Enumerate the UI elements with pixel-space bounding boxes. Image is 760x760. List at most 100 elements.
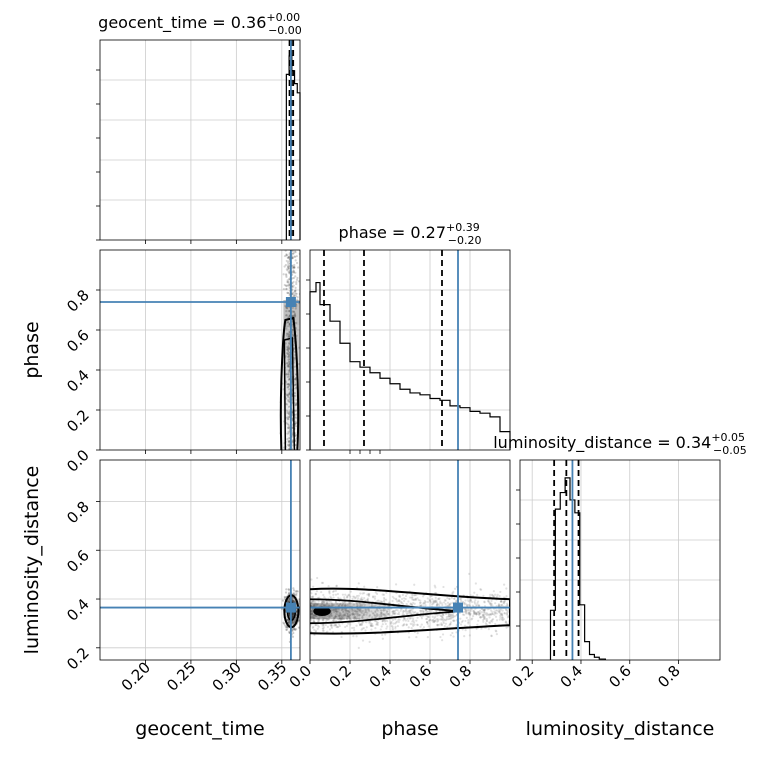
scatter-phase-luminosity_distance-point — [490, 634, 493, 638]
scatter-phase-luminosity_distance-point — [374, 615, 378, 618]
scatter-phase-luminosity_distance-point — [440, 602, 443, 605]
scatter-geocent_time-phase-point — [286, 306, 289, 309]
scatter-phase-luminosity_distance-point — [486, 612, 489, 616]
scatter-phase-luminosity_distance-point — [496, 609, 499, 612]
scatter-geocent_time-phase-point — [287, 256, 290, 259]
scatter-phase-luminosity_distance-point — [439, 635, 442, 639]
scatter-phase-luminosity_distance-point — [340, 616, 344, 619]
scatter-phase-luminosity_distance-density-cell — [380, 603, 390, 620]
scatter-phase-luminosity_distance-xtick-label: 0.0 — [286, 662, 316, 692]
scatter-phase-luminosity_distance-point — [347, 594, 350, 597]
scatter-phase-luminosity_distance-xlabel: phase — [381, 718, 438, 740]
scatter-phase-luminosity_distance-point — [441, 618, 444, 622]
scatter-phase-luminosity_distance-point — [320, 590, 323, 594]
scatter-phase-luminosity_distance-point — [335, 612, 338, 616]
scatter-phase-luminosity_distance-point — [503, 602, 506, 605]
scatter-geocent_time-phase-point — [293, 266, 296, 269]
scatter-phase-luminosity_distance-point — [327, 600, 331, 603]
scatter-phase-luminosity_distance-point — [469, 599, 472, 602]
scatter-phase-luminosity_distance-point — [436, 623, 439, 627]
scatter-geocent_time-luminosity_distance-point — [291, 598, 294, 602]
scatter-phase-luminosity_distance-point — [482, 594, 485, 598]
scatter-phase-luminosity_distance-point — [468, 572, 471, 576]
scatter-phase-luminosity_distance-point — [311, 610, 314, 613]
scatter-phase-luminosity_distance-point — [452, 615, 455, 618]
scatter-phase-luminosity_distance-point — [335, 610, 338, 613]
scatter-phase-luminosity_distance-point — [389, 621, 392, 624]
scatter-geocent_time-phase-point — [287, 364, 290, 367]
scatter-geocent_time-phase-point — [286, 280, 290, 283]
scatter-geocent_time-luminosity_distance-point — [292, 631, 295, 635]
scatter-phase-luminosity_distance-point — [426, 635, 429, 639]
scatter-phase-luminosity_distance-point — [449, 613, 453, 616]
scatter-geocent_time-phase-point — [292, 270, 295, 273]
scatter-phase-luminosity_distance-point — [475, 613, 478, 616]
scatter-phase-luminosity_distance-point — [394, 627, 397, 630]
scatter-phase-luminosity_distance-point — [433, 601, 436, 604]
scatter-phase-luminosity_distance-point — [361, 627, 364, 630]
scatter-phase-luminosity_distance-point — [489, 621, 492, 624]
scatter-phase-luminosity_distance-point — [379, 628, 382, 631]
scatter-phase-luminosity_distance-point — [391, 595, 394, 598]
scatter-phase-luminosity_distance-point — [408, 636, 411, 639]
scatter-phase-luminosity_distance-point — [406, 613, 409, 616]
scatter-phase-luminosity_distance-point — [437, 618, 440, 621]
scatter-phase-luminosity_distance-point — [375, 623, 378, 626]
scatter-geocent_time-phase-point — [285, 309, 288, 313]
scatter-phase-luminosity_distance-point — [380, 600, 383, 603]
scatter-phase-luminosity_distance-point — [322, 604, 325, 607]
scatter-phase-luminosity_distance-point — [505, 602, 509, 605]
scatter-phase-luminosity_distance-point — [469, 594, 472, 597]
scatter-phase-luminosity_distance-point — [463, 603, 466, 606]
scatter-geocent_time-phase-point — [292, 252, 295, 255]
scatter-phase-luminosity_distance-point — [340, 615, 344, 618]
scatter-phase-luminosity_distance-point — [311, 596, 314, 599]
scatter-phase-luminosity_distance-point — [408, 609, 411, 612]
scatter-phase-luminosity_distance-point — [360, 598, 363, 601]
scatter-geocent_time-luminosity_distance-point — [286, 626, 289, 629]
scatter-phase-luminosity_distance-point — [428, 598, 431, 601]
scatter-geocent_time-luminosity_distance-xtick-label: 0.20 — [118, 658, 154, 694]
scatter-phase-luminosity_distance-point — [321, 601, 324, 604]
scatter-phase-luminosity_distance-point — [500, 618, 504, 621]
scatter-phase-luminosity_distance-point — [429, 601, 433, 604]
scatter-geocent_time-phase-point — [291, 441, 294, 444]
scatter-geocent_time-phase-point — [295, 321, 298, 325]
scatter-phase-luminosity_distance-point — [330, 623, 333, 627]
scatter-phase-luminosity_distance-point — [350, 609, 353, 612]
scatter-phase-luminosity_distance-point — [432, 601, 435, 604]
scatter-phase-luminosity_distance-point — [453, 587, 457, 590]
scatter-phase-luminosity_distance-point — [400, 601, 403, 604]
scatter-geocent_time-phase-point — [286, 432, 289, 435]
scatter-phase-luminosity_distance-point — [468, 603, 471, 606]
scatter-phase-luminosity_distance-point — [334, 608, 337, 611]
scatter-phase-luminosity_distance-point — [316, 624, 319, 627]
scatter-phase-luminosity_distance-point — [361, 614, 364, 618]
scatter-phase-luminosity_distance-point — [394, 611, 397, 615]
scatter-phase-luminosity_distance-point — [408, 610, 411, 613]
scatter-phase-luminosity_distance-point — [438, 623, 441, 626]
scatter-phase-luminosity_distance-point — [338, 617, 342, 620]
scatter-phase-luminosity_distance-point — [384, 608, 387, 612]
scatter-phase-luminosity_distance-point — [361, 639, 365, 642]
scatter-phase-luminosity_distance-point — [369, 623, 372, 627]
scatter-phase-luminosity_distance-point — [427, 615, 430, 619]
scatter-phase-luminosity_distance-point — [413, 602, 416, 605]
scatter-phase-luminosity_distance-point — [392, 597, 396, 600]
scatter-geocent_time-phase-point — [287, 378, 291, 381]
scatter-phase-luminosity_distance-point — [343, 608, 346, 611]
scatter-geocent_time-phase-point — [288, 267, 291, 270]
scatter-phase-luminosity_distance-point — [353, 613, 356, 616]
scatter-phase-luminosity_distance-point — [414, 597, 417, 600]
scatter-geocent_time-phase-point — [295, 292, 298, 295]
scatter-phase-luminosity_distance-point — [340, 604, 344, 607]
scatter-geocent_time-luminosity_distance-point — [294, 590, 297, 593]
scatter-phase-luminosity_distance-point — [325, 603, 328, 606]
scatter-phase-luminosity_distance-point — [334, 609, 337, 612]
scatter-phase-luminosity_distance-point — [411, 623, 414, 626]
scatter-phase-luminosity_distance-point — [359, 609, 362, 612]
scatter-phase-luminosity_distance-point — [360, 623, 363, 626]
scatter-phase-luminosity_distance-point — [495, 630, 498, 633]
scatter-phase-luminosity_distance-point — [391, 627, 394, 630]
scatter-phase-luminosity_distance-point — [387, 613, 390, 616]
